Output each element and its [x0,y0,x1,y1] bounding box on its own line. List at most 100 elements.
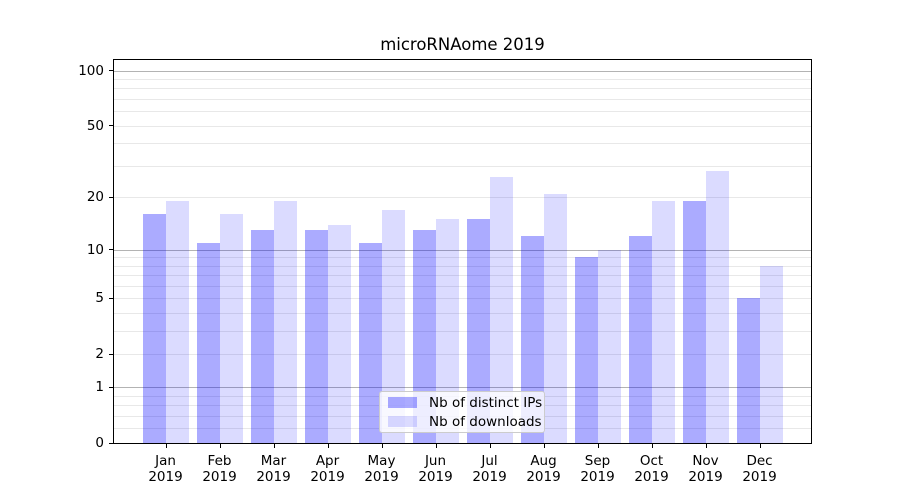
x-axis-label-month: Apr [315,453,340,469]
legend-label-downloads: Nb of downloads [429,413,542,430]
gridline-minor [114,197,811,199]
x-axis-tick [381,444,383,448]
x-axis-label-year: 2019 [688,469,723,485]
gridline-minor [114,79,811,81]
legend-item-downloads: Nb of downloads [388,414,542,430]
gridline-minor [114,125,811,127]
x-axis-label-year: 2019 [202,469,237,485]
x-axis-label-may: May 2019 [351,453,413,485]
x-axis-label-mar: Mar 2019 [243,453,305,485]
x-axis-label-year: 2019 [256,469,291,485]
y-axis-tick [109,249,113,251]
legend-swatch-downloads-icon [388,416,417,427]
legend-swatch-distinct-ips-icon [388,397,417,408]
bar-jun-distinct-ips [412,230,436,443]
bar-feb-distinct-ips [196,242,220,443]
y-axis-label-100: 100 [78,62,104,79]
gridline-minor [114,331,811,333]
x-axis-label-year: 2019 [472,469,507,485]
x-axis-label-apr: Apr 2019 [297,453,359,485]
x-axis-label-nov: Nov 2019 [675,453,737,485]
x-axis-label-feb: Feb 2019 [189,453,251,485]
bar-jul-downloads [489,177,513,443]
x-axis-tick [597,444,599,448]
bar-jul-distinct-ips [466,219,490,443]
gridline-minor [114,286,811,288]
bar-may-distinct-ips [358,242,382,443]
x-axis-label-month: Jan [155,453,176,469]
bar-oct-downloads [651,201,675,443]
chart-title: microRNAome 2019 [380,35,545,54]
gridline-minor [114,275,811,277]
x-axis-label-dec: Dec 2019 [729,453,791,485]
x-axis-label-month: Nov [692,453,719,469]
bar-oct-distinct-ips [628,236,652,443]
y-axis-tick [109,386,113,388]
bar-jun-downloads [435,219,459,443]
bar-may-downloads [381,209,405,443]
x-axis-label-month: Jun [424,453,447,469]
x-axis-label-year: 2019 [526,469,561,485]
x-axis-tick [705,444,707,448]
bar-sep-downloads [597,249,621,443]
gridline-minor [114,165,811,167]
legend-label-distinct-ips: Nb of distinct IPs [429,394,543,411]
gridline-minor [114,257,811,259]
gridline-minor [114,298,811,300]
bar-sep-distinct-ips [574,257,598,443]
gridline-minor [114,99,811,101]
x-axis-label-month: Aug [530,453,557,469]
bar-feb-downloads [219,214,243,443]
y-axis-tick [109,442,113,444]
x-axis-tick [435,444,437,448]
x-axis-label-year: 2019 [580,469,615,485]
x-axis-label-aug: Aug 2019 [513,453,575,485]
gridline-minor [114,111,811,113]
y-axis-label-2: 2 [95,346,104,363]
bar-dec-distinct-ips [736,298,760,443]
bar-jan-distinct-ips [142,214,166,443]
x-axis-label-month: May [367,453,396,469]
bar-dec-downloads [759,265,783,443]
gridline-major [114,70,811,72]
x-axis-label-month: Sep [584,453,611,469]
y-axis-label-20: 20 [86,189,104,206]
gridline-major [114,387,811,389]
bar-jan-downloads [165,201,189,443]
x-axis-label-year: 2019 [742,469,777,485]
y-axis-label-0: 0 [95,435,104,451]
bar-nov-distinct-ips [682,201,706,443]
x-axis-label-year: 2019 [634,469,669,485]
y-axis-label-1: 1 [95,379,104,396]
bar-mar-distinct-ips [250,230,274,443]
x-axis-tick [759,444,761,448]
x-axis-tick [219,444,221,448]
x-axis-label-jan: Jan 2019 [135,453,197,485]
gridline-minor [114,313,811,315]
y-axis-tick [109,125,113,127]
bar-apr-downloads [327,224,351,443]
x-axis-label-year: 2019 [364,469,399,485]
x-axis-tick [273,444,275,448]
legend-item-distinct-ips: Nb of distinct IPs [388,395,542,411]
x-axis-label-month: Jul [481,453,498,469]
x-axis-label-jul: Jul 2019 [459,453,521,485]
x-axis-tick [651,444,653,448]
x-axis-label-month: Dec [746,453,773,469]
y-axis-tick [109,196,113,198]
y-axis-label-10: 10 [86,241,104,258]
y-axis-tick [109,353,113,355]
x-axis-label-year: 2019 [418,469,453,485]
y-axis-tick [109,297,113,299]
x-axis-tick [489,444,491,448]
y-axis-label-50: 50 [86,117,104,134]
bar-apr-distinct-ips [304,230,328,443]
legend: Nb of distinct IPs Nb of downloads [379,391,545,433]
x-axis-label-sep: Sep 2019 [567,453,629,485]
gridline-minor [114,88,811,90]
bar-aug-downloads [543,193,567,443]
gridline-minor [114,265,811,267]
x-axis-label-oct: Oct 2019 [621,453,683,485]
y-axis-label-5: 5 [95,290,104,307]
